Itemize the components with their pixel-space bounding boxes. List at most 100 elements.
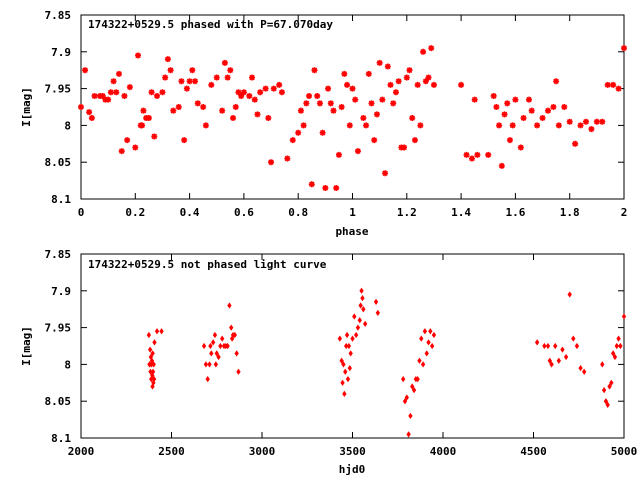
data-point	[347, 364, 352, 372]
data-point	[319, 129, 326, 136]
data-point	[512, 96, 519, 103]
data-point	[303, 100, 310, 107]
data-point	[189, 67, 196, 74]
y-tick-label: 7.9	[51, 285, 71, 298]
data-point	[616, 335, 621, 342]
y-axis-label: I[mag]	[20, 87, 33, 127]
data-point	[406, 431, 411, 438]
data-point	[159, 328, 164, 335]
data-point	[404, 394, 409, 401]
x-tick-label: 2	[621, 206, 628, 219]
data-point	[471, 96, 478, 103]
data-point	[561, 104, 568, 110]
data-point	[330, 107, 337, 114]
data-point	[357, 317, 362, 324]
data-point	[371, 137, 378, 144]
data-point	[346, 122, 353, 129]
data-point	[414, 81, 421, 88]
data-point	[352, 313, 357, 320]
data-point	[390, 100, 397, 107]
data-point	[359, 287, 364, 294]
data-point	[525, 96, 532, 103]
x-tick-label: 0.6	[234, 206, 254, 219]
data-point	[208, 81, 215, 88]
data-point	[214, 350, 219, 357]
data-point	[159, 89, 166, 96]
data-point	[542, 342, 547, 350]
data-point	[175, 104, 182, 110]
data-point	[571, 335, 576, 342]
data-point	[335, 151, 342, 158]
data-point	[139, 122, 146, 129]
data-point	[149, 357, 155, 364]
data-point	[262, 85, 269, 92]
y-axis-label: I[mag]	[20, 326, 33, 366]
data-point	[341, 70, 348, 77]
data-point	[409, 115, 416, 122]
data-point	[544, 107, 551, 114]
data-point	[419, 335, 424, 342]
data-point	[147, 346, 153, 353]
x-tick-label: 1	[349, 206, 356, 219]
data-point	[154, 328, 160, 335]
data-point	[493, 104, 500, 110]
data-point	[588, 126, 595, 133]
data-point	[501, 111, 508, 118]
chart-title: 174322+0529.5 not phased light curve	[88, 258, 327, 271]
data-point	[213, 74, 220, 81]
data-point	[539, 115, 546, 122]
data-point	[246, 92, 253, 99]
data-point	[375, 309, 381, 317]
data-point	[116, 70, 123, 77]
x-axis-ticks: 2000 2500 3000 3500 4000 4500 5000	[68, 254, 637, 458]
data-point	[202, 122, 209, 129]
data-point	[605, 401, 610, 409]
y-tick-label: 7.95	[45, 83, 72, 96]
data-point	[545, 342, 551, 350]
data-point	[574, 342, 580, 350]
data-point	[218, 342, 223, 350]
plot-frame	[80, 14, 625, 200]
data-point	[578, 364, 583, 372]
data-point	[553, 342, 558, 350]
data-point	[327, 100, 334, 107]
data-point	[167, 67, 174, 74]
data-point	[230, 115, 237, 122]
data-point	[350, 335, 355, 342]
data-point	[609, 379, 614, 386]
data-point	[224, 74, 231, 81]
data-point	[265, 115, 272, 122]
data-point	[563, 353, 569, 361]
data-point	[610, 81, 617, 88]
data-point	[428, 45, 435, 52]
data-point	[221, 59, 228, 66]
data-point	[572, 140, 579, 147]
y-tick-label: 8.05	[45, 395, 72, 408]
y-tick-label: 8	[64, 119, 71, 132]
data-point	[379, 96, 386, 103]
data-point	[99, 92, 106, 99]
data-point	[192, 78, 199, 85]
data-point	[373, 111, 380, 118]
y-tick-label: 7.85	[45, 248, 72, 261]
data-point	[208, 342, 213, 350]
data-point	[384, 63, 391, 70]
data-point	[549, 361, 554, 368]
data-point	[607, 383, 612, 390]
data-point	[355, 324, 361, 331]
x-tick-label: 0.2	[125, 206, 145, 219]
data-point	[322, 184, 329, 191]
x-tick-label: 1.4	[451, 206, 471, 219]
data-point	[498, 162, 505, 169]
data-point	[566, 118, 573, 125]
data-point	[278, 89, 285, 96]
x-tick-label: 1.2	[397, 206, 417, 219]
data-point	[506, 137, 513, 144]
data-point	[410, 383, 415, 390]
y-tick-label: 7.95	[45, 322, 72, 335]
data-point	[528, 107, 535, 114]
x-tick-label: 4000	[430, 445, 457, 458]
data-point	[339, 357, 344, 364]
data-point	[417, 357, 422, 364]
data-point	[150, 350, 155, 357]
